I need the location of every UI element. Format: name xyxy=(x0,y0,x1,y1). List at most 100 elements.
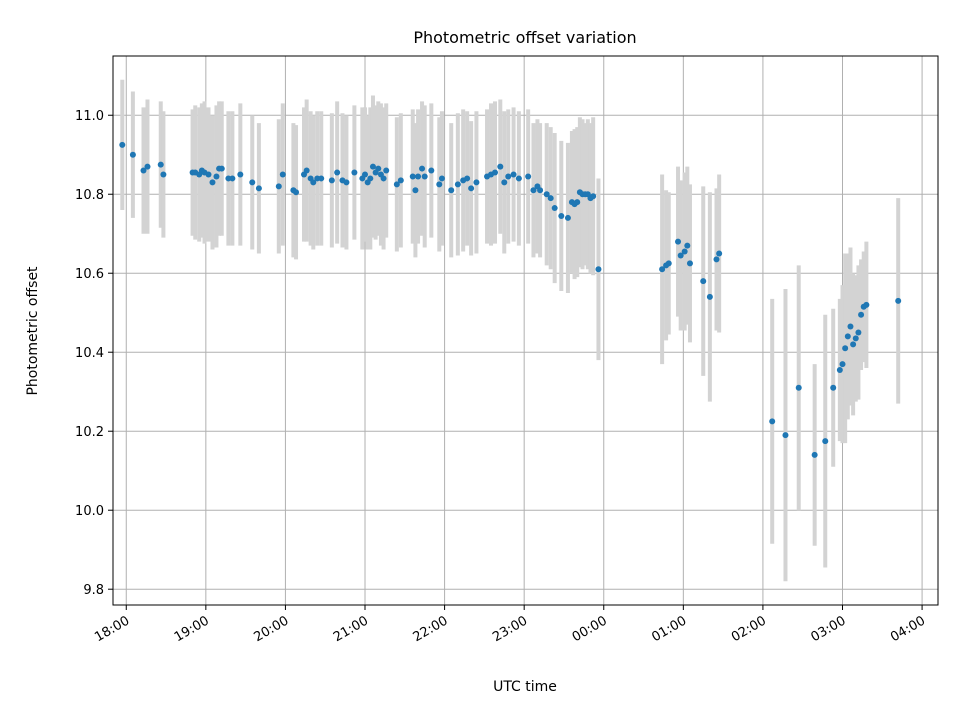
data-point xyxy=(716,250,723,257)
data-point xyxy=(510,171,517,178)
data-point xyxy=(700,278,707,285)
data-point xyxy=(822,438,829,445)
data-point xyxy=(275,183,282,190)
data-point xyxy=(362,171,369,178)
data-point xyxy=(530,187,537,194)
data-point xyxy=(249,179,256,186)
data-point xyxy=(842,345,849,352)
data-point xyxy=(351,169,358,176)
data-point xyxy=(590,193,597,200)
data-point xyxy=(393,181,400,188)
data-point xyxy=(795,384,802,391)
data-point xyxy=(769,418,776,425)
data-point xyxy=(255,185,262,192)
data-point xyxy=(675,238,682,245)
y-tick-label: 10.2 xyxy=(75,425,104,440)
data-point xyxy=(547,195,554,202)
plot-frame xyxy=(112,55,939,606)
data-point xyxy=(448,187,455,194)
data-point xyxy=(318,175,325,182)
data-points xyxy=(119,141,902,458)
y-tick-label: 10.8 xyxy=(75,188,104,203)
data-point xyxy=(844,333,851,340)
data-point xyxy=(303,167,310,174)
data-point xyxy=(505,173,512,180)
data-point xyxy=(144,163,151,170)
data-point xyxy=(119,141,126,148)
data-point xyxy=(209,179,216,186)
data-point xyxy=(380,175,387,182)
data-point xyxy=(558,212,565,219)
data-point xyxy=(157,161,164,168)
data-point xyxy=(895,297,902,304)
data-point xyxy=(537,187,544,194)
y-axis-label: Photometric offset xyxy=(25,266,41,396)
y-tick-label: 9.8 xyxy=(83,583,104,598)
data-point xyxy=(501,179,508,186)
y-axis-ticks: 9.8 10.0 10.2 10.4 10.6 10.8 11.0 xyxy=(75,109,113,598)
data-point xyxy=(677,252,684,259)
data-point xyxy=(686,260,693,267)
data-point xyxy=(847,323,854,330)
data-point xyxy=(397,177,404,184)
data-point xyxy=(684,242,691,249)
data-point xyxy=(782,432,789,439)
data-point xyxy=(205,171,212,178)
data-point xyxy=(574,199,581,206)
x-axis-label: UTC time xyxy=(493,679,557,695)
data-point xyxy=(551,205,558,212)
data-point xyxy=(659,266,666,273)
data-point xyxy=(428,167,435,174)
y-tick-label: 11.0 xyxy=(75,109,104,124)
data-point xyxy=(464,175,471,182)
data-point xyxy=(421,173,428,180)
data-point xyxy=(213,173,220,180)
data-point xyxy=(863,301,870,308)
data-point xyxy=(595,266,602,273)
data-point xyxy=(419,165,426,172)
data-point xyxy=(497,163,504,170)
data-point xyxy=(343,179,350,186)
data-point xyxy=(811,451,818,458)
data-point xyxy=(310,179,317,186)
data-point xyxy=(412,187,419,194)
y-tick-label: 10.0 xyxy=(75,504,104,519)
data-point xyxy=(564,214,571,221)
data-point xyxy=(454,181,461,188)
data-point xyxy=(525,173,532,180)
data-point xyxy=(218,165,225,172)
data-point xyxy=(409,173,416,180)
data-point xyxy=(279,171,286,178)
data-point xyxy=(237,171,244,178)
data-point xyxy=(129,151,136,158)
data-point xyxy=(375,165,382,172)
chart-title: Photometric offset variation xyxy=(413,28,636,47)
data-point xyxy=(855,329,862,336)
data-point xyxy=(160,171,167,178)
data-point xyxy=(852,335,859,342)
data-point xyxy=(681,248,688,255)
data-point xyxy=(858,311,865,318)
data-point xyxy=(369,163,376,170)
data-point xyxy=(334,169,341,176)
data-point xyxy=(383,167,390,174)
data-point xyxy=(468,185,475,192)
data-point xyxy=(706,293,713,300)
data-point xyxy=(543,191,550,198)
data-point xyxy=(515,175,522,182)
data-point xyxy=(140,167,147,174)
data-point xyxy=(415,173,422,180)
data-point xyxy=(665,260,672,267)
data-point xyxy=(491,169,498,176)
data-point xyxy=(830,384,837,391)
data-point xyxy=(229,175,236,182)
data-point xyxy=(328,177,335,184)
data-point xyxy=(473,179,480,186)
data-point xyxy=(839,361,846,368)
data-point xyxy=(836,366,843,373)
data-point xyxy=(367,175,374,182)
data-point xyxy=(438,175,445,182)
y-tick-label: 10.6 xyxy=(75,267,104,282)
data-point xyxy=(850,341,857,348)
